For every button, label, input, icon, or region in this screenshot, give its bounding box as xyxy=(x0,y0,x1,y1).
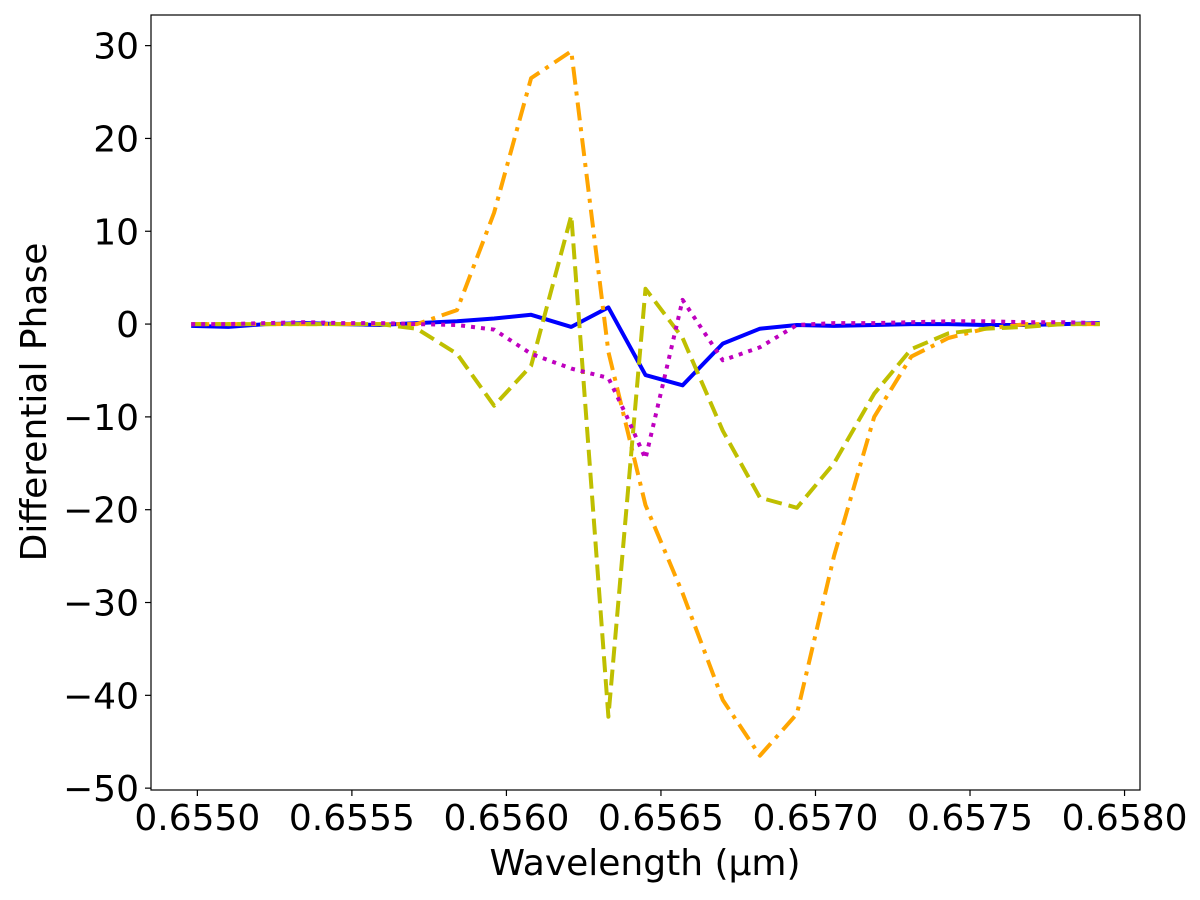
x-tick-label: 0.6575 xyxy=(907,798,1033,839)
plot-frame xyxy=(150,14,1141,791)
x-axis-label: Wavelength (μm) xyxy=(489,843,800,884)
x-tick-label: 0.6565 xyxy=(598,798,724,839)
y-tick-label: −30 xyxy=(63,584,139,625)
y-tick-label: 10 xyxy=(93,212,139,253)
y-tick-label: 30 xyxy=(93,27,139,68)
x-tick-label: 0.6560 xyxy=(443,798,569,839)
series-line-1 xyxy=(191,305,1100,388)
series-line-2 xyxy=(191,49,1100,758)
y-tick-label: 20 xyxy=(93,119,139,160)
x-tick-label: 0.6580 xyxy=(1062,798,1188,839)
y-axis: −50 −40 −30 −20 −10 0 10 20 30 xyxy=(63,27,151,810)
series-line-3 xyxy=(191,213,1100,719)
x-tick-label: 0.6570 xyxy=(753,798,879,839)
series-line-4 xyxy=(191,297,1100,461)
x-axis: 0.6550 0.6555 0.6560 0.6565 0.6570 0.6575 0.65… xyxy=(134,790,1188,839)
y-tick-label: 0 xyxy=(116,305,139,346)
y-tick-label: −50 xyxy=(63,769,139,810)
x-tick-label: 0.6555 xyxy=(289,798,415,839)
y-axis-label: Differential Phase xyxy=(14,243,55,562)
x-tick-label: 0.6550 xyxy=(134,798,260,839)
y-tick-label: −40 xyxy=(63,676,139,717)
y-tick-label: −20 xyxy=(63,491,139,532)
series-layer xyxy=(191,49,1100,758)
y-tick-label: −10 xyxy=(63,398,139,439)
